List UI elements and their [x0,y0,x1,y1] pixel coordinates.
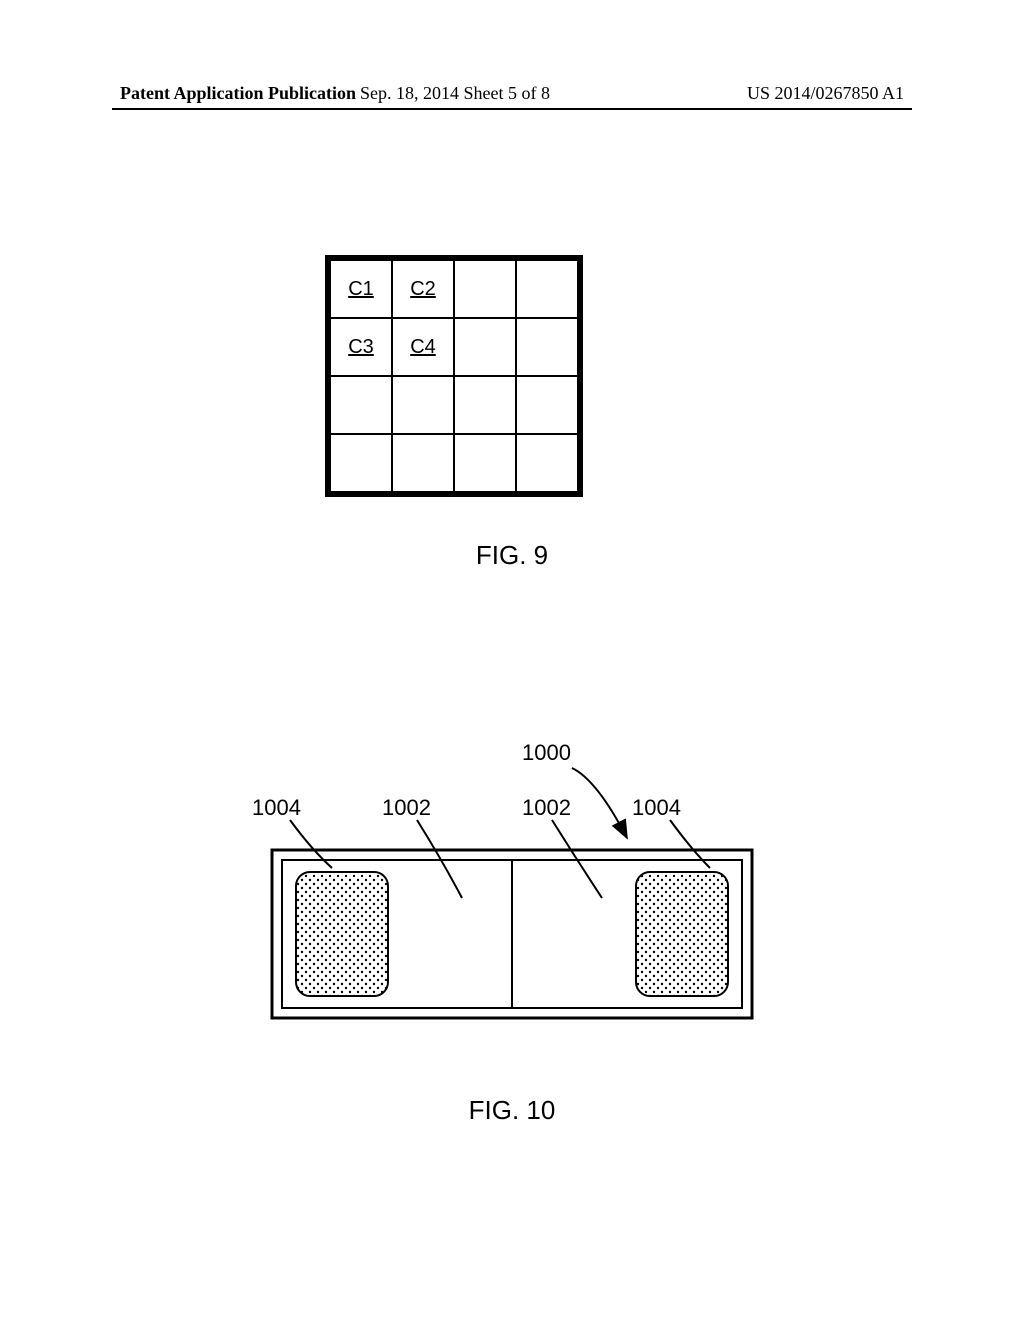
header-left: Patent Application Publication [120,83,356,104]
ref-1002-left: 1002 [382,795,431,821]
ref-1000: 1000 [522,740,571,766]
cell-c1: C1 [330,260,392,318]
cell-empty [454,434,516,492]
cell-c3: C3 [330,318,392,376]
fig10-container: 1000 1004 1002 1002 1004 [0,740,1024,1040]
ref-1002-right: 1002 [522,795,571,821]
cell-empty [392,376,454,434]
header-right: US 2014/0267850 A1 [747,83,904,104]
ref-1004-left: 1004 [252,795,301,821]
cell-empty [330,376,392,434]
device-group [272,850,752,1018]
cell-empty [454,376,516,434]
ref-1004-right: 1004 [632,795,681,821]
cell-empty [454,260,516,318]
leader-1000 [572,768,627,838]
cell-empty [516,434,578,492]
table-row [330,434,578,492]
cell-empty [454,318,516,376]
cell-empty [392,434,454,492]
cell-c4: C4 [392,318,454,376]
fig9-grid: C1 C2 C3 C4 [325,255,583,497]
sensor-right [636,872,728,996]
header-center: Sep. 18, 2014 Sheet 5 of 8 [360,83,550,104]
cell-empty [516,260,578,318]
cell-c2: C2 [392,260,454,318]
table-row [330,376,578,434]
fig9-table: C1 C2 C3 C4 [329,259,579,493]
table-row: C3 C4 [330,318,578,376]
cell-empty [330,434,392,492]
fig10-caption: FIG. 10 [0,1095,1024,1126]
fig10-svg [232,740,792,1040]
fig9-caption: FIG. 9 [0,540,1024,571]
cell-empty [516,376,578,434]
table-row: C1 C2 [330,260,578,318]
header-rule [112,108,912,110]
cell-empty [516,318,578,376]
sensor-left [296,872,388,996]
